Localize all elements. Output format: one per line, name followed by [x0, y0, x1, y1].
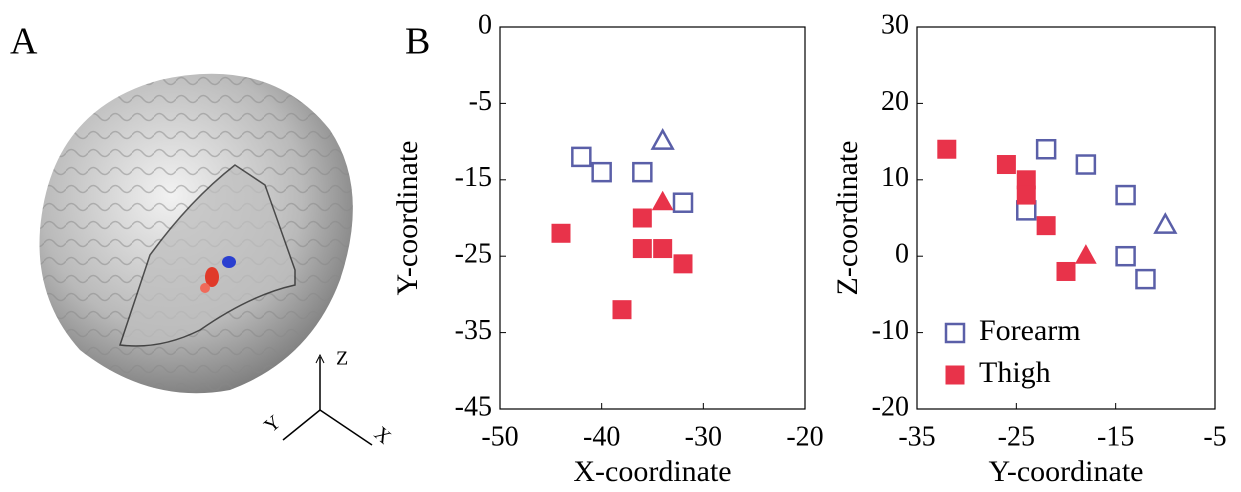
plot-frame: [500, 27, 805, 409]
x-tick-label: -40: [583, 421, 620, 452]
axis-x-label: X: [370, 422, 396, 448]
data-point: [938, 140, 956, 158]
y-tick-label: 0: [895, 239, 909, 270]
y-axis-title: Y-coordinate: [391, 141, 424, 296]
data-point: [633, 163, 651, 181]
figure: Z X Y A B -50-40-30-200-5-15-25-35-45X-c…: [0, 0, 1241, 492]
data-point: [572, 148, 590, 166]
data-point: [674, 255, 692, 273]
data-point: [1136, 270, 1154, 288]
data-point: [1077, 156, 1095, 174]
data-point: [653, 131, 673, 149]
legend-marker: [946, 366, 964, 384]
x-axis-title: X-coordinate: [573, 455, 731, 488]
data-point: [1037, 217, 1055, 235]
legend-marker: [946, 324, 964, 342]
brain-image: [40, 74, 353, 393]
data-point: [593, 163, 611, 181]
x-tick-label: -30: [685, 421, 722, 452]
plot-frame: [917, 27, 1215, 409]
x-tick-label: -35: [898, 421, 935, 452]
data-point: [633, 209, 651, 227]
legend-label: Thigh: [979, 356, 1051, 389]
x-tick-label: -25: [998, 421, 1035, 452]
axis-triad: Z X Y: [260, 348, 395, 449]
x-tick-label: -5: [1203, 421, 1226, 452]
y-tick-label: -45: [455, 391, 492, 422]
x-tick-label: -50: [481, 421, 518, 452]
data-point: [1076, 245, 1096, 263]
legend-label: Forearm: [979, 314, 1081, 347]
y-tick-label: -20: [872, 391, 909, 422]
y-tick-label: 0: [478, 9, 492, 40]
data-point: [1117, 186, 1135, 204]
data-point: [552, 224, 570, 242]
data-point: [654, 240, 672, 258]
data-point: [1117, 247, 1135, 265]
y-tick-label: 10: [881, 162, 909, 193]
y-tick-label: -15: [455, 162, 492, 193]
data-point: [1017, 186, 1035, 204]
panel-label: A: [10, 21, 38, 63]
x-tick-label: -20: [786, 421, 823, 452]
y-tick-label: 20: [881, 86, 909, 117]
y-tick-label: 30: [881, 9, 909, 40]
y-tick-label: -25: [455, 239, 492, 270]
x-axis-title: Y-coordinate: [989, 455, 1144, 488]
y-tick-label: -10: [872, 315, 909, 346]
data-point: [633, 240, 651, 258]
data-point: [653, 192, 673, 210]
x-tick-label: -15: [1097, 421, 1134, 452]
axis-z-label: Z: [336, 348, 348, 370]
data-point: [613, 301, 631, 319]
data-point: [1037, 140, 1055, 158]
data-point: [1057, 262, 1075, 280]
data-point: [997, 156, 1015, 174]
panel-label: B: [405, 21, 430, 63]
axis-y-label: Y: [260, 411, 285, 437]
data-point: [1155, 215, 1175, 233]
data-point: [674, 194, 692, 212]
y-axis-title: Z-coordinate: [831, 141, 864, 296]
y-tick-label: -35: [455, 315, 492, 346]
y-tick-label: -5: [469, 86, 492, 117]
